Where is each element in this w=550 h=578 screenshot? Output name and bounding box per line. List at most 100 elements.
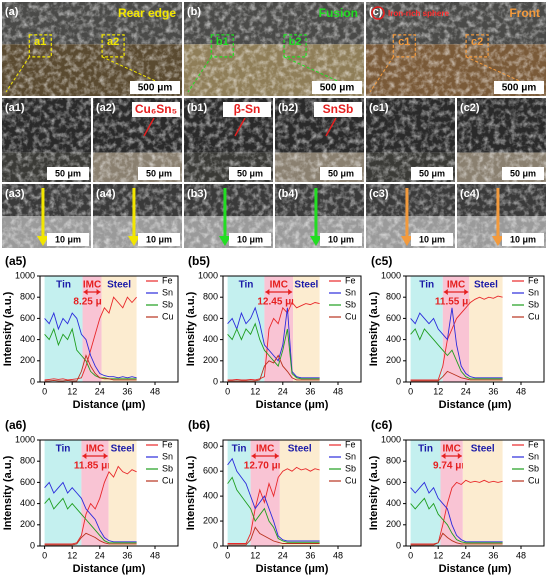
x-axis-label: Distance (μm) (256, 563, 329, 575)
y-tick-label: 800 (203, 292, 218, 302)
x-tick-label: 24 (461, 386, 471, 396)
y-tick-label: 800 (386, 456, 401, 466)
panel-note: Cu₆Sn₅ (135, 102, 177, 116)
chart-title: (b6) (188, 418, 210, 432)
imc-arrowhead (103, 453, 108, 459)
scale-bar-label: 50 μm (328, 168, 354, 178)
region (279, 440, 320, 546)
x-axis-label: Distance (μm) (439, 399, 512, 411)
micrograph-panel: (c3) 10 μm (366, 184, 455, 248)
legend-label: Sn (345, 287, 356, 297)
panel-label: (a4) (96, 188, 116, 200)
x-tick-label: 12 (433, 550, 443, 560)
y-tick-label: 600 (386, 477, 401, 487)
panel-label: (c2) (460, 102, 480, 114)
imc-arrowhead (83, 289, 88, 295)
panel-label: (b4) (278, 188, 299, 200)
imc-arrowhead (441, 453, 446, 459)
data-line (44, 327, 137, 380)
scale-box (229, 167, 271, 180)
x-tick-label: 12 (250, 550, 260, 560)
scale-box (502, 233, 544, 246)
x-tick-label: 24 (461, 550, 471, 560)
y-tick-label: 600 (386, 313, 401, 323)
imc-width: 9.74 μm (433, 461, 470, 472)
scale-box (138, 233, 180, 246)
data-line (410, 370, 503, 382)
micrograph-panel: (c1) 50 μm (366, 98, 455, 182)
x-tick-label: 24 (278, 386, 288, 396)
legend-label: Sb (162, 463, 173, 473)
chart-title: (c5) (371, 254, 392, 268)
legend-label: Cu (345, 475, 357, 485)
x-tick-label: 0 (408, 550, 413, 560)
y-tick-label: 0 (30, 540, 35, 550)
region-guide (5, 56, 30, 93)
y-axis-label: Intensity (a.u.) (368, 455, 380, 530)
panel-caption: Front (509, 6, 540, 20)
micrograph-panel: (b3) 10 μm (184, 184, 273, 248)
x-tick-label: 36 (305, 386, 315, 396)
imc-width: 8.25 μm (73, 297, 110, 308)
panel-label: (a) (5, 6, 19, 18)
legend-label: Fe (345, 275, 356, 285)
data-line (410, 497, 503, 544)
legend-label: Sn (162, 287, 173, 297)
x-tick-label: 12 (67, 386, 77, 396)
profile-arrowhead (400, 236, 413, 246)
scale-bar-label: 500 μm (502, 83, 537, 94)
scale-bar-label: 10 μm (237, 234, 263, 244)
y-tick-label: 600 (20, 477, 35, 487)
legend-label: Sb (528, 463, 539, 473)
imc-width: 11.55 μm (435, 297, 477, 308)
data-line (44, 296, 137, 381)
region-box (28, 34, 52, 58)
region-label: IMC (86, 444, 104, 455)
legend-label: Cu (162, 475, 174, 485)
region (440, 440, 463, 546)
y-tick-label: 0 (396, 540, 401, 550)
y-tick-label: 800 (386, 292, 401, 302)
imc-arrowhead (251, 453, 256, 459)
scale-box (312, 81, 362, 94)
scale-box (320, 233, 362, 246)
data-line (227, 301, 320, 381)
panel-label: (a2) (96, 102, 116, 114)
x-tick-label: 0 (225, 550, 230, 560)
y-tick-label: 200 (203, 355, 218, 365)
chart-title: (b5) (188, 254, 210, 268)
data-line (227, 526, 320, 546)
profile-arrowhead (127, 236, 140, 246)
data-line (227, 476, 320, 543)
note-box (132, 102, 180, 117)
plot-frame (222, 275, 362, 383)
region-label: b2 (289, 36, 302, 48)
y-tick-label: 0 (396, 376, 401, 386)
plot-frame (39, 439, 179, 547)
region (44, 276, 83, 382)
scale-bar-label: 10 μm (328, 234, 354, 244)
profile-arrowhead (218, 236, 231, 246)
region (462, 440, 503, 546)
data-line (227, 354, 320, 382)
x-tick-label: 0 (42, 386, 47, 396)
region-label: a1 (34, 36, 46, 48)
scale-bar-label: 500 μm (320, 83, 355, 94)
x-axis-label: Distance (μm) (73, 399, 146, 411)
scale-bar-label: 50 μm (510, 168, 536, 178)
scale-bar-label: 10 μm (419, 234, 445, 244)
data-line (44, 532, 137, 546)
note-pointer (325, 117, 337, 137)
micrograph-panel: (c2) 50 μm (457, 98, 546, 182)
micrograph-panel: (b2) SnSb 50 μm (275, 98, 364, 182)
y-tick-label: 600 (203, 466, 218, 476)
legend-label: Cu (345, 311, 357, 321)
y-tick-label: 1000 (198, 270, 218, 280)
scale-bar-label: 10 μm (55, 234, 81, 244)
x-tick-label: 24 (95, 550, 105, 560)
data-line (227, 466, 320, 544)
imc-arrowhead (464, 289, 469, 295)
y-tick-label: 400 (203, 334, 218, 344)
legend-label: Fe (162, 439, 173, 449)
x-tick-label: 48 (516, 550, 526, 560)
